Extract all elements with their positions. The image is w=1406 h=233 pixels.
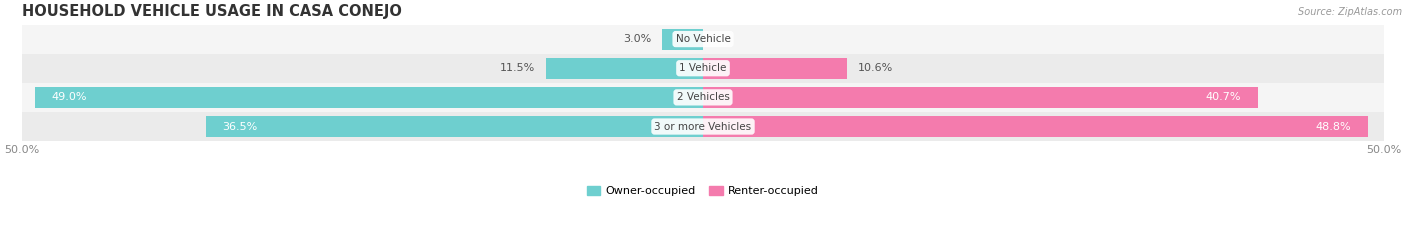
Text: 48.8%: 48.8%: [1316, 122, 1351, 131]
Bar: [703, 116, 1368, 137]
Text: 49.0%: 49.0%: [52, 92, 87, 102]
Text: 2 Vehicles: 2 Vehicles: [676, 92, 730, 102]
Bar: [703, 58, 848, 79]
Text: 3.0%: 3.0%: [623, 34, 651, 44]
Bar: [703, 87, 1257, 108]
Text: 10.6%: 10.6%: [858, 63, 894, 73]
Text: Source: ZipAtlas.com: Source: ZipAtlas.com: [1298, 7, 1402, 17]
Text: HOUSEHOLD VEHICLE USAGE IN CASA CONEJO: HOUSEHOLD VEHICLE USAGE IN CASA CONEJO: [21, 4, 402, 19]
Bar: [35, 87, 703, 108]
Legend: Owner-occupied, Renter-occupied: Owner-occupied, Renter-occupied: [586, 186, 820, 196]
Text: No Vehicle: No Vehicle: [675, 34, 731, 44]
Text: 3 or more Vehicles: 3 or more Vehicles: [654, 122, 752, 131]
Text: 1 Vehicle: 1 Vehicle: [679, 63, 727, 73]
Bar: [662, 29, 703, 50]
Bar: [21, 112, 1385, 141]
Bar: [21, 83, 1385, 112]
Bar: [21, 24, 1385, 54]
Bar: [547, 58, 703, 79]
Bar: [205, 116, 703, 137]
Text: 11.5%: 11.5%: [501, 63, 536, 73]
Text: 36.5%: 36.5%: [222, 122, 257, 131]
Bar: [21, 54, 1385, 83]
Text: 40.7%: 40.7%: [1206, 92, 1241, 102]
